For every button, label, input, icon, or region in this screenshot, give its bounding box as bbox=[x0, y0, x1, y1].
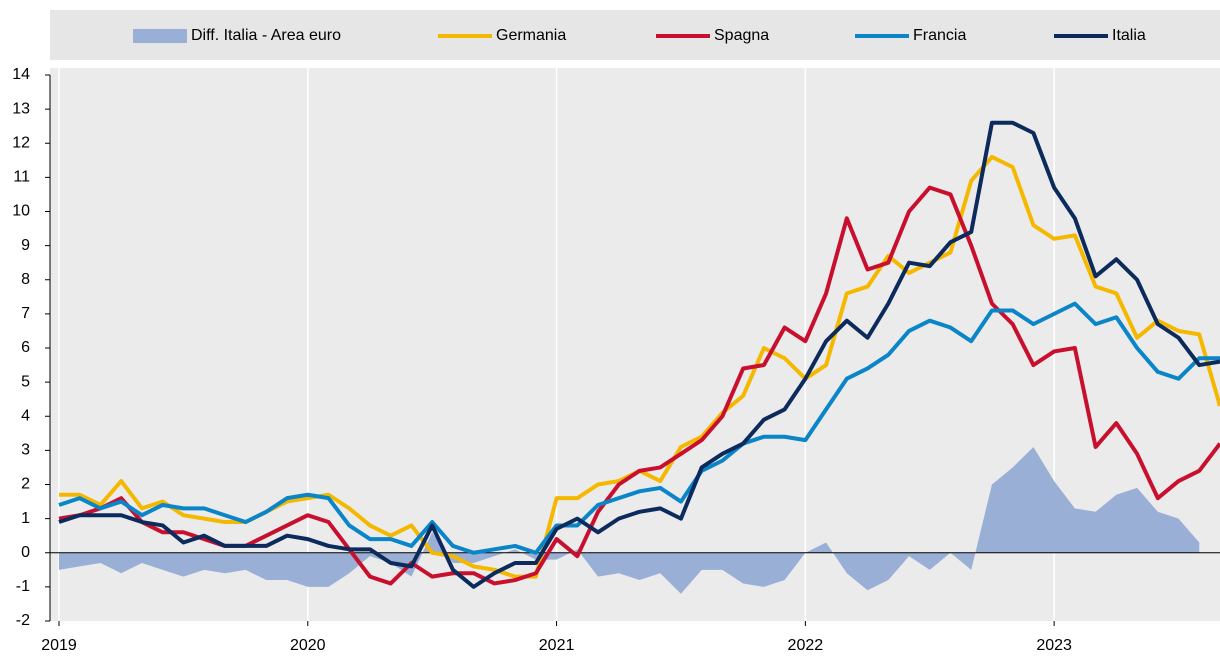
y-tick-label: 7 bbox=[21, 305, 30, 322]
line bbox=[58, 301, 1220, 555]
area bbox=[59, 446, 1200, 594]
x-tick-label: 2022 bbox=[788, 637, 824, 654]
legend-label: Spagna bbox=[714, 27, 769, 44]
legend-label: Diff. Italia - Area euro bbox=[191, 27, 341, 44]
y-tick-label: 10 bbox=[12, 203, 30, 220]
legend-swatch bbox=[133, 29, 187, 43]
y-tick-label: 11 bbox=[13, 169, 30, 186]
y-tick-label: 8 bbox=[21, 271, 30, 288]
y-tick-label: 12 bbox=[12, 134, 30, 151]
y-tick-label: 14 bbox=[12, 66, 30, 83]
line bbox=[58, 185, 1220, 586]
x-tick-label: 2020 bbox=[290, 637, 326, 654]
y-tick-label: 2 bbox=[21, 476, 30, 493]
y-tick-label: 4 bbox=[21, 407, 30, 424]
y-tick-label: 9 bbox=[21, 237, 30, 254]
x-tick-label: 2023 bbox=[1036, 637, 1072, 654]
y-tick-label: 1 bbox=[21, 510, 30, 527]
x-tick-label: 2021 bbox=[539, 637, 575, 654]
line bbox=[58, 120, 1220, 589]
legend-label: Germania bbox=[496, 27, 566, 44]
legend-label: Francia bbox=[913, 27, 966, 44]
y-tick-label: 3 bbox=[21, 442, 30, 459]
y-tick-label: -1 bbox=[16, 578, 30, 595]
y-tick-label: 6 bbox=[21, 339, 30, 356]
legend-label: Italia bbox=[1112, 27, 1146, 44]
legend-box bbox=[50, 10, 1220, 60]
x-tick-label: 2019 bbox=[41, 637, 77, 654]
y-tick-label: 13 bbox=[12, 100, 30, 117]
y-tick-label: 0 bbox=[21, 544, 30, 561]
y-tick-label: -2 bbox=[16, 612, 30, 629]
y-tick-label: 5 bbox=[21, 373, 30, 390]
